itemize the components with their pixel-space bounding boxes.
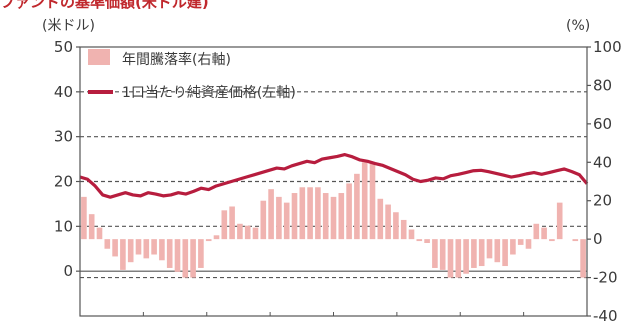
bar <box>244 225 251 240</box>
bar <box>400 219 407 240</box>
bar <box>276 196 282 240</box>
bar <box>291 193 298 240</box>
bar <box>393 212 399 240</box>
bar <box>346 183 352 240</box>
bar <box>159 239 165 261</box>
bar <box>135 239 142 255</box>
bar <box>580 239 586 278</box>
bar <box>510 239 516 255</box>
bar <box>299 187 306 240</box>
bar <box>198 239 204 268</box>
bar <box>182 239 189 278</box>
legend-bar-swatch <box>88 49 110 65</box>
bar <box>533 223 540 240</box>
bar <box>361 162 368 240</box>
bar <box>166 239 173 268</box>
bar <box>471 239 477 268</box>
bar <box>369 162 376 240</box>
left-tick-label: 10 <box>54 217 73 235</box>
left-axis-unit: (米ドル) <box>42 18 95 34</box>
bar <box>541 227 547 240</box>
bar <box>549 239 555 242</box>
bar <box>104 239 111 249</box>
bar <box>572 239 579 242</box>
bar <box>96 227 103 240</box>
left-tick-label: 0 <box>63 262 73 280</box>
plot-frame <box>76 46 591 317</box>
bar <box>478 239 485 267</box>
bar <box>525 239 532 249</box>
bar <box>338 193 345 240</box>
bar <box>252 227 259 240</box>
right-tick-label: -20 <box>593 269 618 287</box>
legend-bar-label: 年間騰落率(右軸) <box>122 51 231 68</box>
bar <box>517 239 524 245</box>
bar <box>81 196 87 240</box>
bar <box>260 200 267 240</box>
bar <box>408 229 415 240</box>
bar <box>463 239 469 274</box>
bar <box>447 239 454 278</box>
right-tick-label: 60 <box>593 115 612 133</box>
left-tick-label: 20 <box>54 173 73 191</box>
bar <box>385 204 391 240</box>
left-tick-label: 50 <box>54 38 73 56</box>
line-series <box>79 153 589 199</box>
bar <box>112 239 118 257</box>
nav-line <box>79 153 589 199</box>
bar <box>283 202 290 240</box>
bar-series <box>81 162 586 278</box>
right-tick-label: 40 <box>593 153 612 171</box>
right-axis-ticks: 100 80 60 40 20 0 -20 -40 <box>593 38 622 325</box>
bar <box>424 239 430 243</box>
bar <box>174 239 181 272</box>
legend: 年間騰落率(右軸) 1口当たり純資産価格(左軸) <box>88 49 296 101</box>
bar <box>151 239 157 255</box>
bar <box>127 239 134 263</box>
bar <box>455 239 462 278</box>
chart-title: ファンドの基準価額(米ドル建) <box>0 0 209 11</box>
bar <box>88 214 95 240</box>
bar <box>416 239 423 242</box>
right-tick-label: 20 <box>593 192 612 210</box>
left-axis-ticks: 50 40 30 20 10 0 <box>54 38 73 280</box>
bar <box>307 187 313 240</box>
gridlines <box>80 91 587 279</box>
bar <box>213 235 220 240</box>
bar <box>330 196 337 240</box>
bar <box>322 193 329 240</box>
bar <box>143 239 150 259</box>
bar <box>494 239 501 263</box>
right-axis-unit: (%) <box>566 18 590 34</box>
bar <box>229 206 235 240</box>
bar <box>315 187 321 240</box>
right-tick-label: 80 <box>593 76 612 94</box>
bar <box>237 223 243 240</box>
bar <box>486 239 493 259</box>
bar <box>432 239 438 268</box>
left-tick-label: 40 <box>54 83 73 101</box>
bar <box>268 189 274 240</box>
right-tick-label: 100 <box>593 38 622 56</box>
bar <box>120 239 126 270</box>
bar <box>556 202 563 240</box>
bar <box>439 239 446 270</box>
right-tick-label: 0 <box>593 230 603 248</box>
left-tick-label: 30 <box>54 128 73 146</box>
bar <box>221 210 228 240</box>
bar <box>205 239 212 242</box>
bar <box>502 239 508 267</box>
right-tick-label: -40 <box>593 307 618 325</box>
bar <box>377 198 384 240</box>
bar <box>190 239 196 278</box>
bar <box>354 173 360 240</box>
legend-line-label: 1口当たり純資産価格(左軸) <box>122 85 296 101</box>
